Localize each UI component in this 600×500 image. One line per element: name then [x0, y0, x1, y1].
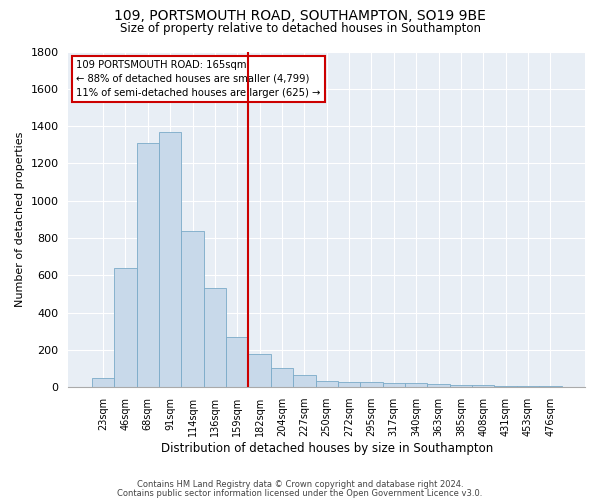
Text: Size of property relative to detached houses in Southampton: Size of property relative to detached ho…	[119, 22, 481, 35]
Bar	[338, 382, 360, 387]
Bar	[316, 380, 338, 387]
Bar	[271, 368, 293, 387]
Bar	[539, 386, 562, 387]
Text: 109, PORTSMOUTH ROAD, SOUTHAMPTON, SO19 9BE: 109, PORTSMOUTH ROAD, SOUTHAMPTON, SO19 …	[114, 9, 486, 23]
Bar	[293, 375, 316, 387]
Bar	[181, 230, 204, 387]
Bar	[248, 354, 271, 387]
Bar	[92, 378, 114, 387]
X-axis label: Distribution of detached houses by size in Southampton: Distribution of detached houses by size …	[161, 442, 493, 455]
Bar	[494, 386, 517, 387]
Bar	[405, 384, 427, 387]
Text: Contains HM Land Registry data © Crown copyright and database right 2024.: Contains HM Land Registry data © Crown c…	[137, 480, 463, 489]
Bar	[360, 382, 383, 387]
Bar	[226, 337, 248, 387]
Bar	[114, 268, 137, 387]
Bar	[472, 386, 494, 387]
Text: 109 PORTSMOUTH ROAD: 165sqm
← 88% of detached houses are smaller (4,799)
11% of : 109 PORTSMOUTH ROAD: 165sqm ← 88% of det…	[76, 60, 320, 98]
Bar	[517, 386, 539, 387]
Bar	[137, 143, 159, 387]
Bar	[450, 386, 472, 387]
Text: Contains public sector information licensed under the Open Government Licence v3: Contains public sector information licen…	[118, 488, 482, 498]
Bar	[159, 132, 181, 387]
Bar	[383, 384, 405, 387]
Bar	[427, 384, 450, 387]
Y-axis label: Number of detached properties: Number of detached properties	[15, 132, 25, 307]
Bar	[204, 288, 226, 387]
